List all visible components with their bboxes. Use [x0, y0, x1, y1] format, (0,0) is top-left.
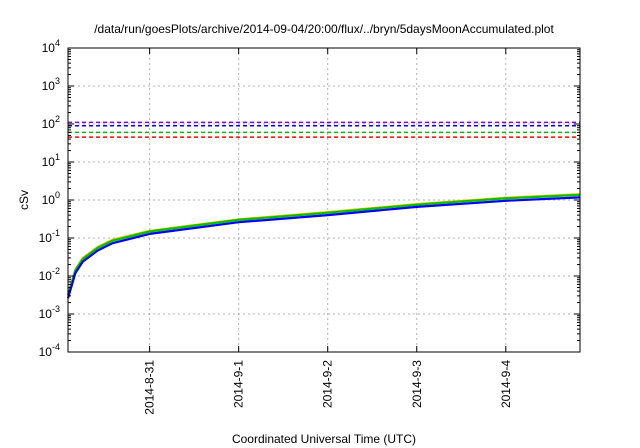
x-tick-label: 2014-9-4 — [499, 360, 513, 408]
x-tick-label: 2014-9-3 — [410, 360, 424, 408]
y-tick-label: 10-4 — [39, 342, 60, 359]
y-tick-exponent: 2 — [55, 114, 60, 124]
y-tick-exponent: -2 — [52, 266, 60, 276]
x-tick-label: 2014-9-2 — [321, 360, 335, 408]
y-tick-label: 103 — [42, 76, 60, 93]
y-tick-base: 10 — [42, 79, 56, 93]
x-tick-labels: 2014-8-31 2014-9-1 2014-9-2 2014-9-3 2014-9-… — [143, 360, 513, 415]
y-tick-exponent: 4 — [55, 38, 60, 48]
y-tick-exponent: -1 — [52, 228, 60, 238]
x-axis-label: Coordinated Universal Time (UTC) — [232, 432, 416, 446]
y-tick-label: 10-2 — [39, 266, 60, 283]
y-tick-label: 10-1 — [39, 228, 60, 245]
y-tick-label: 10-3 — [39, 304, 60, 321]
y-tick-exponent: -3 — [52, 304, 60, 314]
y-tick-base: 10 — [39, 269, 53, 283]
y-tick-base: 10 — [39, 307, 53, 321]
y-tick-exponent: -4 — [52, 342, 60, 352]
y-tick-base: 10 — [42, 155, 56, 169]
series-line — [66, 193, 581, 295]
y-tick-base: 10 — [42, 117, 56, 131]
y-tick-base: 10 — [39, 345, 53, 359]
y-tick-label: 100 — [42, 190, 60, 207]
series-line — [66, 196, 581, 299]
y-tick-label: 102 — [42, 114, 60, 131]
y-tick-base: 10 — [42, 41, 56, 55]
axis-ticks — [68, 47, 580, 353]
y-axis-label: cSv — [17, 190, 31, 210]
y-tick-exponent: 3 — [55, 76, 60, 86]
chart-title: /data/run/goesPlots/archive/2014-09-04/2… — [94, 22, 554, 36]
series-line — [66, 193, 581, 296]
x-tick-label: 2014-8-31 — [143, 360, 157, 415]
y-tick-label: 101 — [42, 152, 60, 169]
x-tick-label: 2014-9-1 — [232, 360, 246, 408]
series-lines — [66, 193, 581, 299]
y-tick-exponent: 0 — [55, 190, 60, 200]
y-tick-exponent: 1 — [55, 152, 60, 162]
reference-lines — [68, 121, 580, 138]
y-tick-base: 10 — [42, 193, 56, 207]
y-tick-base: 10 — [39, 231, 53, 245]
y-tick-label: 104 — [42, 38, 60, 55]
